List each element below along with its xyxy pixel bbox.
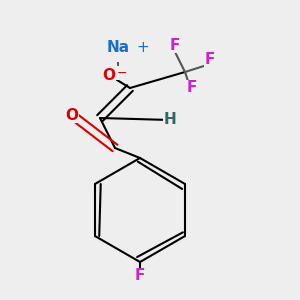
Text: Na: Na bbox=[106, 40, 130, 56]
Text: +: + bbox=[136, 40, 149, 56]
Text: O: O bbox=[65, 107, 79, 122]
Text: F: F bbox=[187, 80, 197, 95]
Text: O: O bbox=[103, 68, 116, 82]
Text: F: F bbox=[170, 38, 180, 52]
Text: F: F bbox=[135, 268, 145, 284]
Text: F: F bbox=[205, 52, 215, 68]
Text: −: − bbox=[117, 67, 127, 80]
Text: H: H bbox=[164, 112, 176, 128]
